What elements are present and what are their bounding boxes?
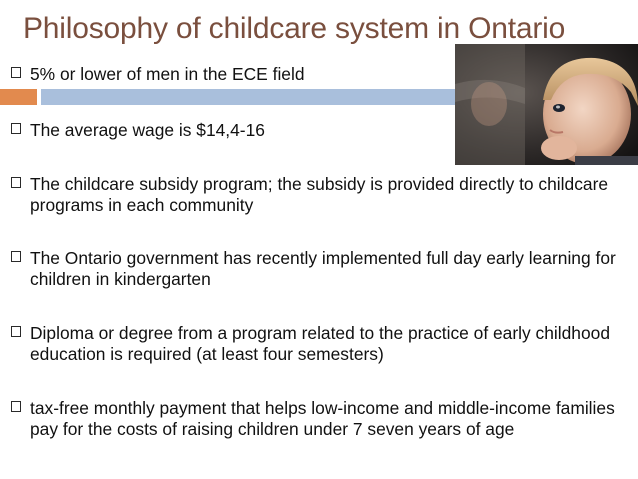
- accent-bar-orange: [0, 89, 37, 105]
- bullet-text: tax-free monthly payment that helps low-…: [30, 398, 615, 439]
- bullet-text: Diploma or degree from a program related…: [30, 323, 610, 364]
- square-bullet-icon: [11, 123, 21, 134]
- bullet-text: 5% or lower of men in the ECE field: [30, 64, 305, 84]
- square-bullet-icon: [11, 326, 21, 337]
- child-photo-illustration: [455, 44, 638, 165]
- square-bullet-icon: [11, 67, 21, 78]
- square-bullet-icon: [11, 401, 21, 412]
- bullet-text: The Ontario government has recently impl…: [30, 248, 616, 289]
- slide-title: Philosophy of childcare system in Ontari…: [23, 12, 566, 45]
- accent-bar-blue: [41, 89, 455, 105]
- child-photo: [455, 44, 638, 165]
- square-bullet-icon: [11, 177, 21, 188]
- square-bullet-icon: [11, 251, 21, 262]
- bullet-text: The childcare subsidy program; the subsi…: [30, 174, 609, 215]
- bullet-text: The average wage is $14,4-16: [30, 120, 265, 140]
